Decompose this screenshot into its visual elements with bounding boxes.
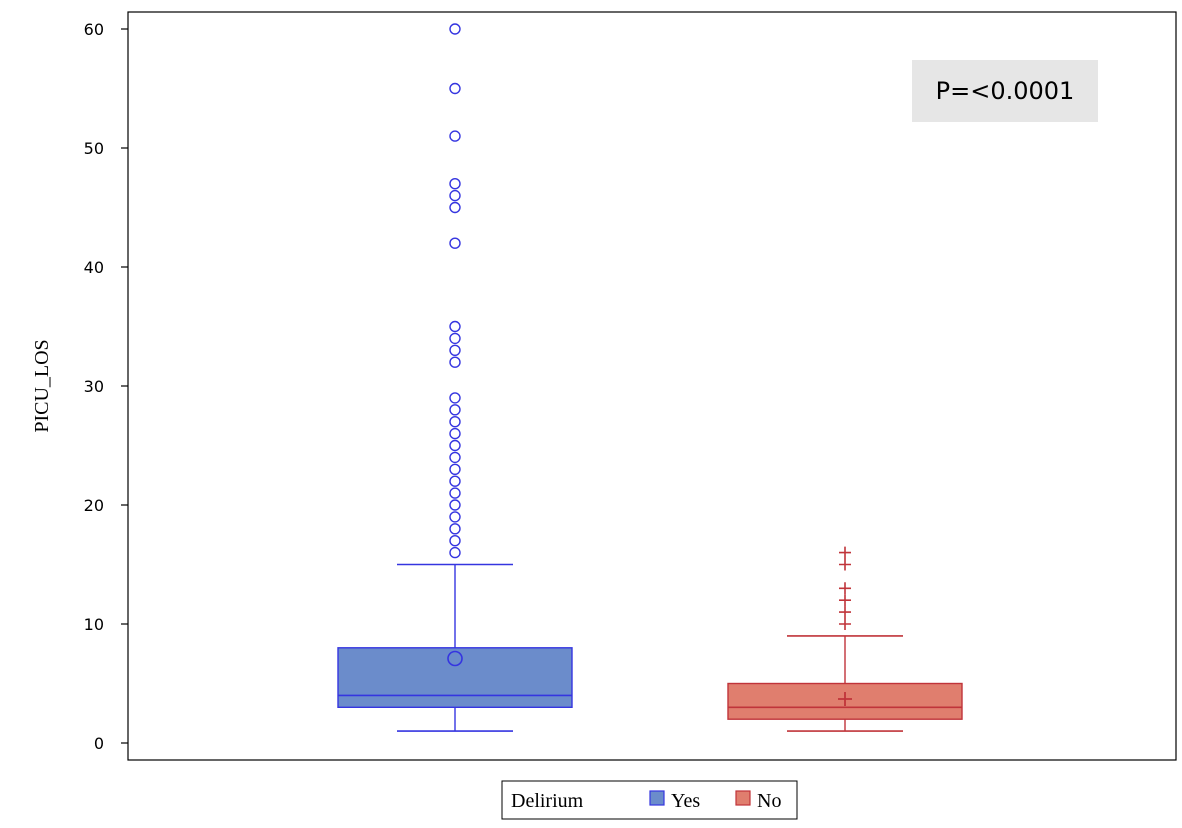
outlier-no-0 <box>839 618 851 630</box>
outlier-yes-17 <box>449 320 461 333</box>
p-value-text: P=<0.0001 <box>936 77 1075 105</box>
outlier-yes-18 <box>449 237 461 249</box>
outlier-no-1 <box>839 606 851 619</box>
box-yes <box>337 23 573 732</box>
y-tick-label-0: 0 <box>94 734 104 753</box>
outlier-yes-1 <box>449 535 461 547</box>
outlier-yes-9 <box>449 439 461 452</box>
legend-label-yes: Yes <box>671 790 700 812</box>
outlier-yes-11 <box>449 416 461 428</box>
outlier-yes-22 <box>449 130 461 142</box>
y-tick-label-20: 20 <box>84 496 104 515</box>
outlier-yes-10 <box>449 427 461 440</box>
legend: Delirium Yes No <box>501 780 798 820</box>
y-axis: 0 10 20 30 40 50 60 <box>84 20 128 753</box>
legend-label-no: No <box>757 790 781 812</box>
box-series <box>337 23 963 732</box>
outlier-yes-12 <box>449 404 461 416</box>
outlier-no-4 <box>839 558 851 571</box>
mean-marker-no <box>838 691 852 706</box>
legend-swatch-yes <box>649 790 665 806</box>
p-value-annotation: P=<0.0001 <box>912 60 1098 122</box>
legend-title: Delirium <box>511 790 584 812</box>
outlier-yes-15 <box>449 344 461 356</box>
outlier-yes-23 <box>449 82 461 95</box>
outlier-yes-4 <box>449 499 461 511</box>
outlier-no-5 <box>839 546 851 559</box>
outlier-yes-24 <box>449 23 461 35</box>
outlier-no-3 <box>839 582 851 595</box>
y-axis-label: PICU_LOS <box>31 339 53 432</box>
box-no <box>727 546 963 732</box>
outlier-yes-5 <box>449 487 461 499</box>
outlier-yes-6 <box>449 475 461 487</box>
iqr-box-yes <box>337 647 573 708</box>
plot-frame <box>127 11 1177 761</box>
legend-swatch-no <box>735 790 751 806</box>
y-tick-label-30: 30 <box>84 377 104 396</box>
outlier-yes-8 <box>449 451 461 464</box>
outlier-yes-7 <box>449 463 461 475</box>
outlier-yes-20 <box>449 189 461 202</box>
outlier-yes-14 <box>449 356 461 368</box>
p-value-box <box>912 60 1098 122</box>
y-tick-label-50: 50 <box>84 139 104 158</box>
outlier-yes-13 <box>449 392 461 404</box>
mean-marker-yes <box>447 650 463 667</box>
outlier-yes-16 <box>449 332 461 345</box>
outlier-yes-19 <box>449 201 461 214</box>
outlier-yes-21 <box>449 177 461 190</box>
outlier-yes-0 <box>449 546 461 559</box>
outlier-yes-2 <box>449 523 461 535</box>
outlier-yes-3 <box>449 511 461 523</box>
y-tick-label-10: 10 <box>84 615 104 634</box>
y-tick-label-40: 40 <box>84 258 104 277</box>
y-tick-label-60: 60 <box>84 20 104 39</box>
outlier-no-2 <box>839 594 851 607</box>
